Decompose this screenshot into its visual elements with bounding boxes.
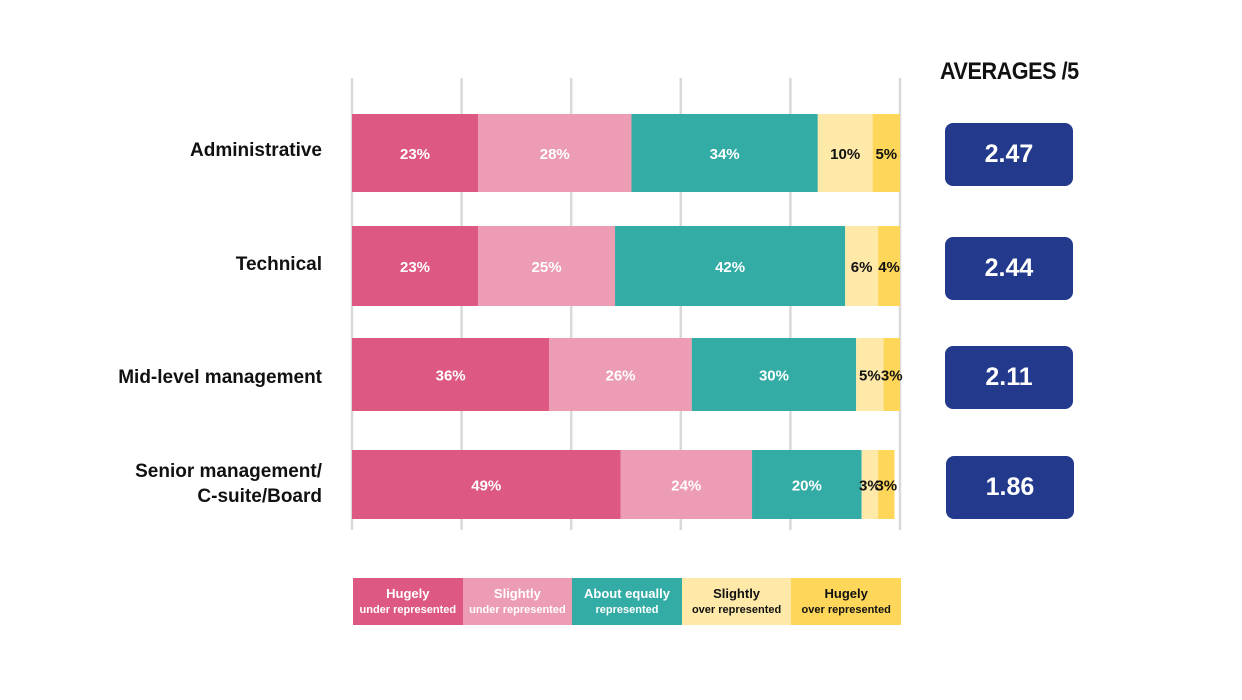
bar-value-label: 34% [710, 146, 740, 163]
average-score-badge: 2.11 [945, 346, 1073, 409]
bar-segment [691, 338, 857, 411]
bar-value-label: 5% [859, 368, 881, 385]
legend-label-line2: under represented [359, 603, 457, 616]
legend-label-line1: Slightly [493, 585, 541, 601]
bar-segment [856, 338, 884, 411]
bar-value-label: 3% [875, 478, 897, 495]
bar-segment [878, 226, 900, 306]
bar-value-label: 6% [851, 259, 873, 276]
bar-segment [872, 114, 900, 192]
legend-item: Slightly over represented [681, 578, 792, 625]
legend-label-line1: Hugely [386, 585, 430, 601]
legend-item: Hugely over represented [791, 578, 901, 625]
bar-segment [549, 338, 692, 411]
legend-item: About equally represented [572, 578, 682, 625]
category-label-line: Mid-level management [118, 367, 322, 388]
bar-value-label: 23% [400, 259, 430, 276]
bar-segment [352, 338, 550, 411]
bar-value-label: 24% [671, 478, 701, 495]
legend-label-line2: over represented [691, 603, 782, 616]
bar-segment [861, 450, 879, 519]
legend-label-line1: Hugely [824, 585, 868, 601]
legend-label-line2: represented [595, 603, 659, 616]
category-label-line: Administrative [190, 140, 322, 161]
bar-segment [883, 338, 900, 411]
legend-item: Hugely under represented [353, 578, 463, 625]
bar-value-label: 23% [400, 146, 430, 163]
bar-segment [352, 450, 621, 519]
bar-value-label: 10% [830, 146, 860, 163]
bar-value-label: 25% [532, 259, 562, 276]
average-score-badge: 1.86 [946, 456, 1074, 519]
category-label-line: C-suite/Board [197, 486, 322, 507]
bar-segment [478, 226, 616, 306]
legend-label-line2: over represented [801, 603, 891, 616]
bar-value-label: 30% [759, 368, 789, 385]
bar-segment [615, 226, 846, 306]
category-label: Administrative [22, 138, 322, 163]
category-label: Mid-level management [22, 365, 322, 390]
bar-segment [752, 450, 862, 519]
bar-segment [478, 114, 632, 192]
average-score-badge: 2.47 [945, 123, 1073, 186]
average-score-badge: 2.44 [945, 237, 1073, 300]
legend-label-line1: Slightly [713, 585, 761, 601]
bar-value-label: 3% [859, 478, 881, 495]
bar-value-label: 49% [471, 478, 501, 495]
bar-value-label: 3% [881, 368, 903, 385]
bar-segment [878, 450, 895, 519]
category-label-line: Senior management/ [135, 461, 322, 482]
bar-value-label: 42% [715, 259, 745, 276]
legend-item: Slightly under represented [462, 578, 573, 625]
bar-segment [352, 226, 479, 306]
legend-label-line1: About equally [584, 585, 670, 601]
category-label: Technical [22, 252, 322, 277]
bar-segment [631, 114, 818, 192]
bar-value-label: 26% [606, 368, 636, 385]
bar-segment [352, 114, 479, 192]
legend: Hugely under represented Slightly under rep… [353, 578, 901, 625]
bar-segment [620, 450, 753, 519]
averages-title: AVERAGES /5 [940, 58, 1079, 85]
bar-value-label: 36% [436, 368, 466, 385]
bar-segment [845, 226, 879, 306]
bar-value-label: 28% [540, 146, 570, 163]
category-label-line: Technical [235, 254, 322, 275]
legend-label-line2: under represented [469, 603, 566, 616]
category-label: Senior management/C-suite/Board [22, 459, 322, 509]
bar-value-label: 20% [792, 478, 822, 495]
bar-segment [817, 114, 873, 192]
bar-value-label: 4% [878, 259, 900, 276]
bar-value-label: 5% [875, 146, 897, 163]
